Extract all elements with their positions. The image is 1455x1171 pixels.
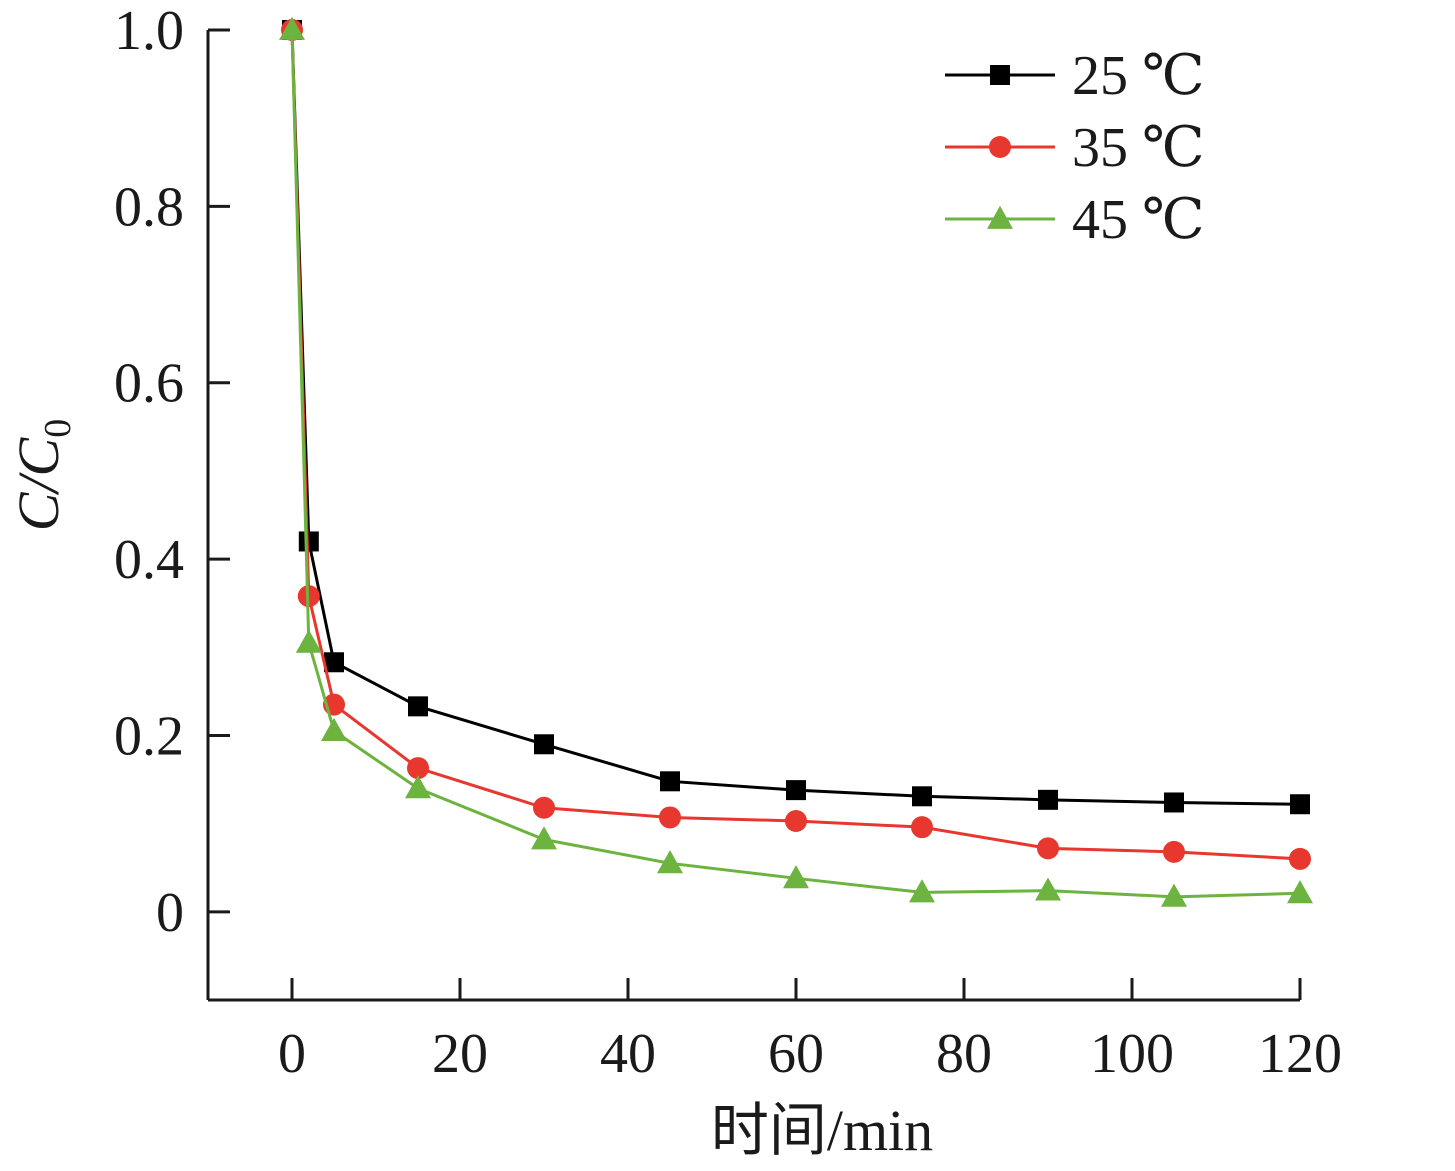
y-axis-title-main: C/C xyxy=(6,436,71,531)
legend-item: 45 ℃ xyxy=(945,189,1205,251)
series-2 xyxy=(279,16,1313,907)
data-point xyxy=(279,16,305,40)
data-point xyxy=(1037,837,1059,860)
data-point xyxy=(1035,877,1061,901)
data-point xyxy=(405,775,431,799)
axes: 0 20 40 60 80 100 120 0 0.2 0.4 0.6 0.8 1.0 xyxy=(114,0,1342,1085)
legend-label: 45 ℃ xyxy=(1072,189,1205,251)
x-tick-label: 20 xyxy=(432,1023,488,1085)
data-point xyxy=(298,531,319,552)
y-axis-title: C/C0 xyxy=(6,419,79,532)
data-point xyxy=(1161,883,1187,907)
data-point xyxy=(1164,792,1184,813)
legend-marker xyxy=(990,65,1010,85)
legend: 25 ℃ 35 ℃ 45 ℃ xyxy=(945,45,1205,251)
data-point xyxy=(407,757,429,780)
x-tick-label: 120 xyxy=(1258,1023,1342,1085)
data-point xyxy=(321,717,347,741)
x-tick-label: 100 xyxy=(1090,1023,1174,1085)
data-point xyxy=(909,879,935,903)
legend-marker xyxy=(987,205,1013,229)
legend-item: 25 ℃ xyxy=(945,45,1205,107)
data-point xyxy=(783,865,809,889)
data-point xyxy=(911,816,933,839)
data-point xyxy=(324,652,344,673)
y-tick-label: 0.4 xyxy=(114,529,184,591)
legend-label: 35 ℃ xyxy=(1072,117,1205,179)
legend-item: 35 ℃ xyxy=(945,117,1205,179)
x-tick-label: 80 xyxy=(936,1023,992,1085)
legend-label: 25 ℃ xyxy=(1072,45,1205,107)
data-point xyxy=(295,629,322,653)
data-point xyxy=(785,809,807,832)
data-point xyxy=(1290,794,1310,815)
y-tick-label: 0 xyxy=(156,882,184,944)
data-point xyxy=(1038,789,1058,810)
data-point xyxy=(660,771,680,792)
data-point xyxy=(408,696,428,717)
x-tick-label: 40 xyxy=(600,1023,656,1085)
data-point xyxy=(1163,840,1185,863)
data-point xyxy=(657,850,683,874)
data-point xyxy=(531,826,557,850)
data-point xyxy=(533,796,555,819)
data-point xyxy=(1289,847,1311,870)
data-point xyxy=(912,786,932,807)
data-point xyxy=(786,780,806,801)
legend-marker xyxy=(989,136,1011,158)
y-tick-label: 1.0 xyxy=(114,0,184,62)
y-tick-label: 0.8 xyxy=(114,176,184,238)
data-point xyxy=(534,734,554,755)
x-tick-label: 0 xyxy=(278,1023,306,1085)
y-axis-title-subscript: 0 xyxy=(37,419,79,438)
series-group xyxy=(279,16,1313,907)
x-axis-title: 时间/min xyxy=(711,1098,933,1163)
x-tick-label: 60 xyxy=(768,1023,824,1085)
data-point xyxy=(659,806,681,829)
y-tick-label: 0.6 xyxy=(114,353,184,415)
y-tick-label: 0.2 xyxy=(114,705,184,767)
data-point xyxy=(1287,880,1313,904)
